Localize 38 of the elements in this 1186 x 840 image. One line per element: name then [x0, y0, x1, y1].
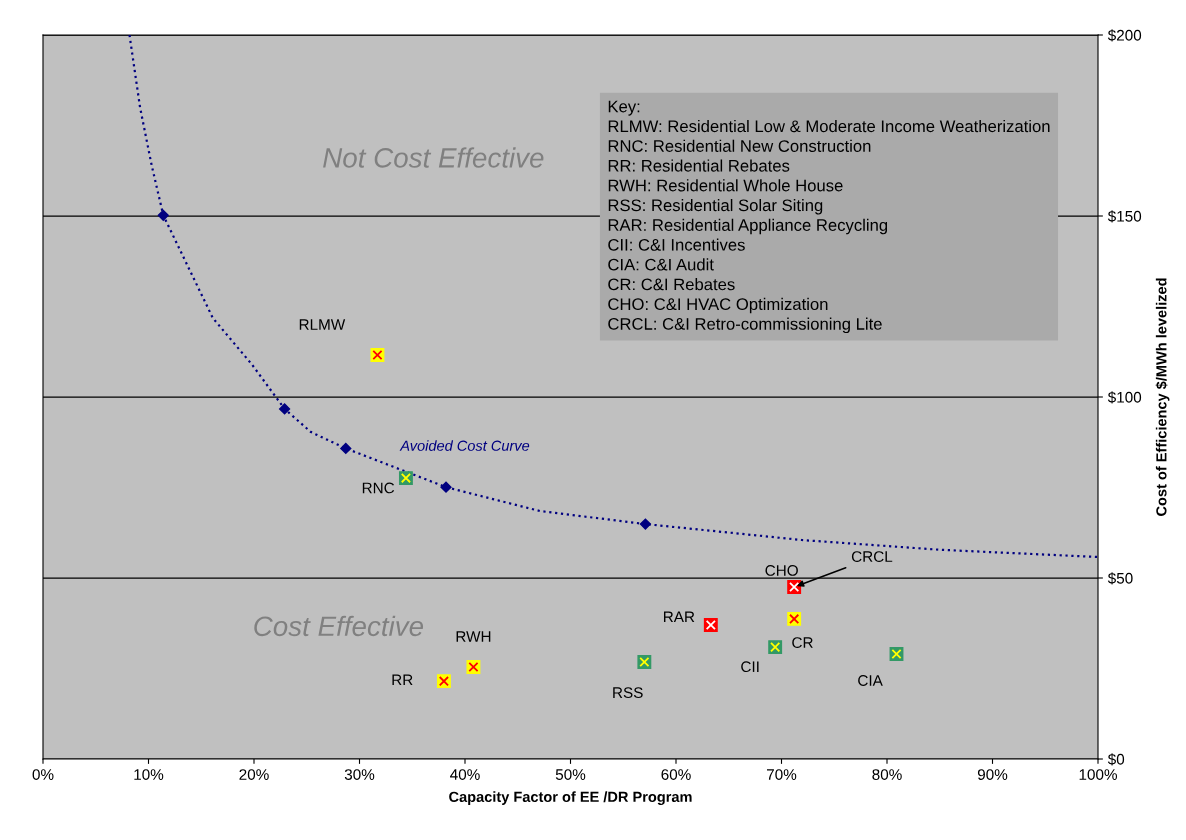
x-tick-label: 30%	[344, 769, 375, 780]
x-tick-label: 50%	[555, 769, 586, 780]
annotation: CII	[741, 661, 759, 673]
annotation: CIA	[858, 675, 883, 686]
y-tick-label: $150	[1107, 210, 1142, 223]
x-tick-label: 70%	[766, 769, 797, 780]
point	[278, 403, 291, 415]
x-axis-title: Capacity Factor of EE /DR Program	[449, 791, 692, 805]
annotation: CHO	[765, 565, 798, 576]
point	[157, 209, 169, 221]
point	[340, 442, 352, 455]
annotation: Avoided Cost Curve	[399, 440, 530, 451]
x-tick-label: 90%	[977, 769, 1008, 780]
y-tick-label: $0	[1107, 753, 1125, 766]
x-tick-label: 20%	[239, 769, 269, 780]
annotation: Not Cost Effective	[323, 147, 544, 168]
annotation: RR	[392, 674, 413, 686]
y-tick-label: $50	[1107, 572, 1133, 585]
point	[440, 481, 452, 493]
x-tick-label: 40%	[450, 769, 480, 780]
x-tick-label: 0%	[32, 769, 54, 780]
annotation: RWH	[456, 631, 491, 642]
x-tick-label: 10%	[134, 769, 164, 780]
annotation: Cost Effective	[254, 615, 424, 637]
annotation: CRCL	[851, 551, 893, 562]
x-tick-label: 100%	[1079, 769, 1117, 780]
y-axis-title: Cost of Efficiency $/MWh levelized	[1155, 278, 1170, 516]
x-tick-label: 60%	[661, 769, 691, 780]
annotation: CR	[792, 637, 813, 649]
y-tick-label: $100	[1107, 391, 1142, 404]
y-tick-label: $200	[1107, 29, 1142, 42]
annotation: RNC	[362, 482, 395, 494]
annotation: RLMW	[299, 319, 346, 330]
point	[639, 518, 652, 530]
x-tick-label: 80%	[872, 769, 902, 780]
text: Key: RLMW: Residential Low & Moderate Income Weatherization RNC: Residential New Construction RR: Residential Rebates RWH: Residential Whole House RSS: Residential Solar Siting RAR: Residential Appliance Recycling CII: C&I Incentives CIA: C&I Audit CR: C&I Rebates CHO: C&I HVAC Optimization CRCL: C&I Retro-commissioning Lite	[608, 100, 1050, 334]
annotation: RSS	[613, 687, 643, 699]
annotation: RAR	[664, 611, 695, 623]
